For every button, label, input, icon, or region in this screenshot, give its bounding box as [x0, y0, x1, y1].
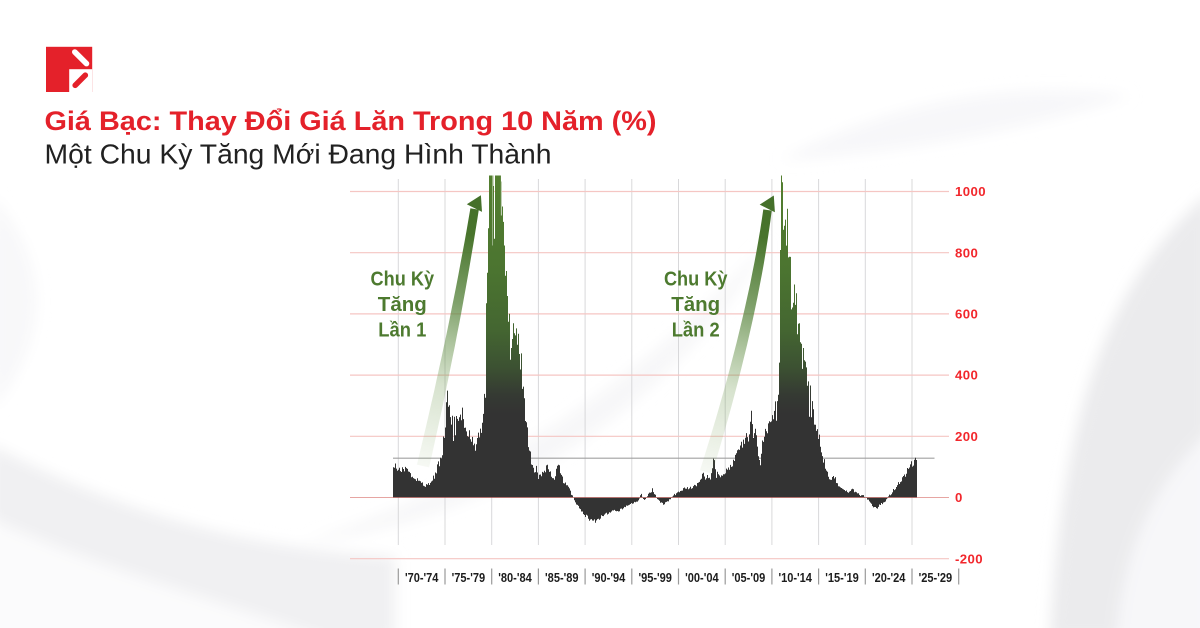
svg-text:Giá Bạc: Thay Đổi Giá Lăn Tron: Giá Bạc: Thay Đổi Giá Lăn Trong 10 Năm (…: [45, 106, 657, 136]
svg-text:'85-'89: '85-'89: [545, 571, 579, 585]
svg-text:'10-'14: '10-'14: [778, 571, 812, 585]
svg-text:-200: -200: [955, 551, 983, 566]
svg-text:0: 0: [955, 490, 963, 505]
svg-text:'80-'84: '80-'84: [498, 571, 532, 585]
svg-text:'20-'24: '20-'24: [872, 571, 906, 585]
svg-text:Lần 1: Lần 1: [378, 318, 426, 341]
svg-text:'00-'04: '00-'04: [685, 571, 719, 585]
svg-text:Chu Kỳ: Chu Kỳ: [371, 268, 435, 291]
svg-text:'75-'79: '75-'79: [452, 571, 486, 585]
svg-text:Tăng: Tăng: [378, 293, 427, 316]
svg-text:'15-'19: '15-'19: [825, 571, 859, 585]
svg-text:Tăng: Tăng: [671, 293, 720, 316]
svg-text:'90-'94: '90-'94: [592, 571, 626, 585]
svg-text:'95-'99: '95-'99: [638, 571, 672, 585]
svg-text:200: 200: [955, 429, 978, 444]
svg-text:Chu Kỳ: Chu Kỳ: [664, 268, 728, 291]
svg-text:600: 600: [955, 307, 978, 322]
svg-text:'25-'29: '25-'29: [919, 571, 953, 585]
svg-text:Một Chu Kỳ Tăng Mới Đang Hình: Một Chu Kỳ Tăng Mới Đang Hình Thành: [45, 139, 552, 170]
svg-text:1000: 1000: [955, 184, 986, 199]
svg-text:400: 400: [955, 368, 978, 383]
svg-text:'70-'74: '70-'74: [405, 571, 439, 585]
svg-text:800: 800: [955, 245, 978, 260]
svg-text:Lần 2: Lần 2: [672, 318, 720, 341]
svg-text:'05-'09: '05-'09: [732, 571, 766, 585]
